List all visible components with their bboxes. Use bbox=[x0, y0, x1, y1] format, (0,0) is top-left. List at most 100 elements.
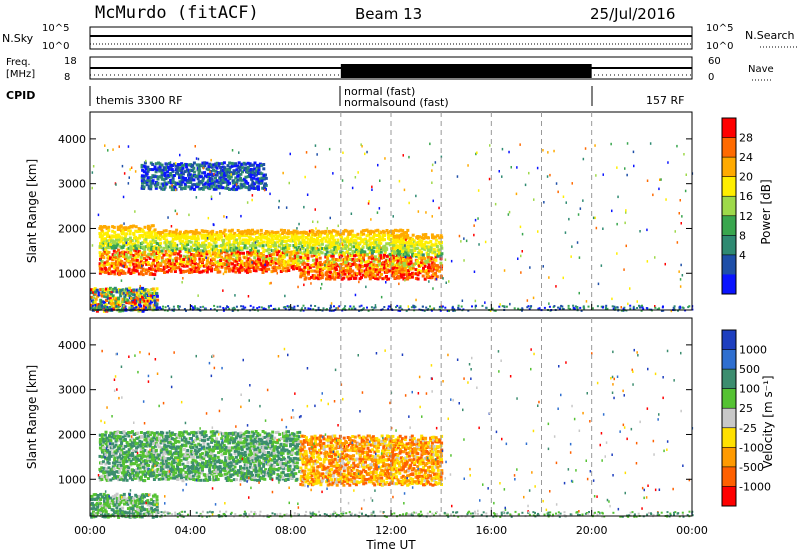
echo-cell bbox=[381, 277, 385, 281]
echo-cell bbox=[303, 265, 307, 269]
sparse-point bbox=[564, 231, 567, 234]
echo-cell bbox=[317, 241, 321, 245]
echo-cell bbox=[229, 175, 233, 179]
echo-cell bbox=[311, 274, 315, 278]
velocity-echoes bbox=[90, 347, 694, 519]
echo-cell bbox=[216, 477, 220, 481]
echo-cell bbox=[160, 251, 164, 255]
band-point bbox=[485, 306, 488, 309]
echo-cell bbox=[222, 161, 226, 165]
echo-cell bbox=[331, 273, 335, 277]
sparse-point bbox=[477, 189, 480, 192]
echo-cell bbox=[142, 459, 146, 463]
echo-cell bbox=[112, 297, 116, 301]
echo-cell bbox=[409, 262, 413, 266]
echo-cell bbox=[215, 475, 219, 478]
echo-cell bbox=[100, 478, 104, 481]
sparse-point bbox=[533, 198, 535, 201]
echo-cell bbox=[141, 452, 145, 456]
echo-cell bbox=[253, 167, 257, 171]
echo-cell bbox=[135, 293, 139, 297]
echo-cell bbox=[414, 262, 418, 265]
echo-cell bbox=[164, 233, 168, 237]
echo-cell bbox=[199, 465, 203, 469]
echo-cell bbox=[150, 245, 154, 249]
echo-cell bbox=[151, 298, 155, 302]
sparse-point bbox=[498, 170, 500, 173]
echo-cell bbox=[175, 228, 179, 232]
echo-cell bbox=[326, 257, 330, 261]
echo-cell bbox=[310, 269, 314, 273]
echo-cell bbox=[142, 187, 146, 190]
echo-cell bbox=[111, 239, 115, 243]
echo-cell bbox=[169, 172, 173, 175]
echo-cell bbox=[190, 475, 194, 479]
nave-tick-top: 60 bbox=[708, 56, 721, 67]
echo-cell bbox=[245, 259, 249, 263]
echo-cell bbox=[112, 235, 116, 239]
echo-cell bbox=[152, 445, 156, 449]
echo-cell bbox=[100, 267, 104, 271]
echo-cell bbox=[204, 264, 208, 267]
echo-cell bbox=[145, 183, 149, 187]
echo-cell bbox=[324, 252, 328, 256]
echo-cell bbox=[180, 263, 184, 266]
echo-cell bbox=[193, 438, 197, 442]
echo-cell bbox=[411, 252, 415, 256]
echo-cell bbox=[172, 470, 176, 474]
echo-cell bbox=[232, 164, 236, 168]
echo-cell bbox=[104, 430, 108, 434]
echo-cell bbox=[152, 473, 156, 477]
echo-cell bbox=[140, 185, 144, 188]
echo-cell bbox=[208, 251, 212, 255]
echo-cell bbox=[395, 238, 399, 242]
echo-cell bbox=[256, 185, 260, 189]
band-point bbox=[197, 308, 200, 311]
echo-cell bbox=[402, 233, 405, 237]
echo-cell bbox=[143, 245, 147, 249]
echo-cell bbox=[144, 240, 148, 244]
echo-cell bbox=[317, 252, 321, 256]
echo-cell bbox=[183, 182, 187, 186]
echo-cell bbox=[142, 304, 146, 308]
band-point bbox=[579, 306, 582, 309]
echo-cell bbox=[405, 248, 409, 252]
band-point bbox=[178, 305, 181, 308]
echo-cell bbox=[287, 239, 291, 242]
echo-cell bbox=[328, 259, 332, 263]
echo-cell bbox=[251, 163, 255, 167]
echo-cell bbox=[111, 432, 115, 436]
echo-cell bbox=[146, 299, 150, 303]
echo-cell bbox=[99, 253, 103, 257]
echo-cell bbox=[163, 447, 167, 451]
echo-cell bbox=[220, 441, 224, 445]
echo-cell bbox=[212, 478, 216, 482]
echo-cell bbox=[113, 434, 117, 438]
echo-cell bbox=[181, 453, 185, 457]
echo-cell bbox=[302, 267, 306, 271]
sparse-point bbox=[195, 196, 198, 199]
echo-cell bbox=[108, 266, 112, 270]
echo-cell bbox=[379, 264, 383, 268]
echo-cell bbox=[156, 177, 160, 181]
echo-cell bbox=[281, 259, 285, 262]
echo-cell bbox=[181, 180, 185, 184]
echo-cell bbox=[340, 250, 344, 254]
echo-cell bbox=[350, 229, 354, 233]
echo-cell bbox=[193, 270, 197, 273]
echo-cell bbox=[107, 225, 111, 229]
echo-cell bbox=[114, 235, 118, 239]
echo-cell bbox=[233, 181, 237, 185]
echo-cell bbox=[440, 235, 444, 239]
echo-cell bbox=[160, 461, 164, 465]
echo-cell bbox=[315, 262, 319, 266]
echo-region-0 bbox=[98, 224, 160, 277]
sparse-point bbox=[337, 224, 339, 228]
echo-cell bbox=[122, 430, 126, 434]
echo-cell bbox=[327, 254, 331, 258]
echo-cell bbox=[90, 288, 93, 292]
echo-cell bbox=[132, 262, 136, 266]
echo-cell bbox=[275, 266, 279, 270]
echo-cell bbox=[134, 235, 138, 239]
echo-cell bbox=[283, 235, 287, 239]
